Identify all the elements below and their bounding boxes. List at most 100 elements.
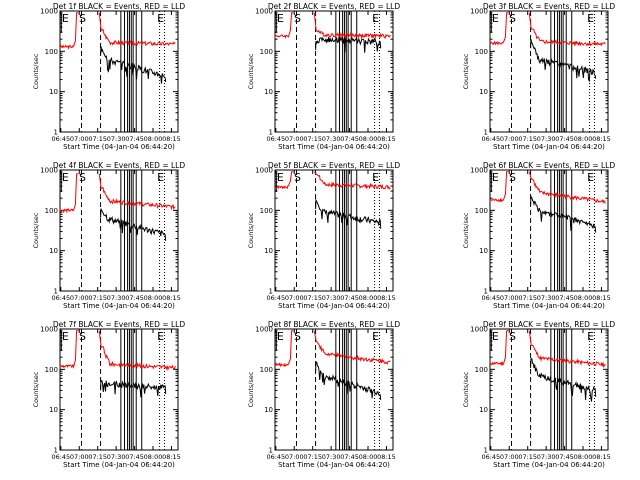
y-axis-label: Counts/sec (32, 53, 40, 89)
events-curve (530, 357, 597, 402)
marker-label-e: E (372, 12, 379, 25)
marker-label-s: S (509, 171, 516, 184)
marker-label-e: E (62, 171, 69, 184)
x-tick-label: 06:45 (481, 453, 500, 461)
panel-title: Det 7f BLACK = Events, RED = LLD (53, 320, 186, 329)
lld-curve-post (98, 330, 176, 371)
x-tick-label: 07:00 (70, 135, 89, 143)
marker-label-e: E (492, 171, 499, 184)
y-tick-label: 10 (264, 406, 273, 414)
x-tick-label: 08:15 (162, 453, 181, 461)
x-axis-label: Start Time (04-Jan-04 06:44:20) (278, 143, 390, 151)
x-tick-label: 08:00 (574, 453, 593, 461)
marker-label-e: E (277, 12, 284, 25)
marker-label-s: S (79, 330, 86, 343)
marker-label-s: S (79, 171, 86, 184)
y-tick-label: 10 (479, 247, 488, 255)
events-curve (530, 195, 597, 233)
x-tick-label: 07:30 (537, 453, 556, 461)
y-axis-label: Counts/sec (32, 212, 40, 248)
x-tick-label: 07:00 (500, 453, 519, 461)
x-tick-label: 08:15 (162, 135, 181, 143)
x-tick-label: 07:30 (537, 294, 556, 302)
y-tick-label: 1 (484, 288, 488, 296)
marker-label-e: E (62, 330, 69, 343)
y-axis-label: Counts/sec (462, 371, 470, 407)
x-tick-label: 08:15 (377, 135, 396, 143)
marker-label-e: E (587, 330, 594, 343)
y-tick-label: 10 (49, 247, 58, 255)
x-tick-label: 07:30 (107, 453, 126, 461)
x-tick-label: 08:00 (574, 294, 593, 302)
panel-det-8: Det 8f BLACK = Events, RED = LLD 1 10 100 10… (247, 320, 400, 469)
y-tick-label: 10 (264, 88, 273, 96)
plot-frame (489, 169, 609, 292)
panel-title: Det 6f BLACK = Events, RED = LLD (483, 161, 616, 170)
y-tick-label: 100 (45, 207, 58, 215)
x-tick-label: 07:15 (303, 453, 322, 461)
y-tick-label: 1 (54, 447, 58, 455)
x-tick-label: 08:15 (377, 294, 396, 302)
marker-label-e: E (157, 330, 164, 343)
x-tick-label: 07:30 (107, 135, 126, 143)
x-tick-label: 07:45 (125, 294, 144, 302)
panel-det-9: Det 9f BLACK = Events, RED = LLD 1 10 100 10… (462, 320, 615, 469)
lld-curve-post (98, 12, 176, 47)
panel-title: Det 8f BLACK = Events, RED = LLD (268, 320, 401, 329)
events-curve (100, 379, 167, 398)
lld-curve-pre (274, 171, 294, 190)
panel-det-6: Det 6f BLACK = Events, RED = LLD 1 10 100 10… (462, 161, 615, 310)
marker-label-e: E (277, 171, 284, 184)
x-tick-label: 07:15 (303, 294, 322, 302)
x-tick-label: 07:45 (125, 453, 144, 461)
x-tick-label: 08:00 (144, 135, 163, 143)
x-tick-label: 06:45 (266, 294, 285, 302)
lld-curve-pre (489, 12, 509, 46)
lld-curve-pre (274, 12, 294, 39)
y-tick-label: 100 (260, 207, 273, 215)
y-tick-label: 1000 (40, 167, 58, 175)
panel-title: Det 2f BLACK = Events, RED = LLD (268, 2, 401, 11)
lld-curve-pre (59, 12, 79, 50)
lld-curve-post (313, 171, 391, 190)
x-axis-label: Start Time (04-Jan-04 06:44:20) (278, 461, 390, 469)
x-tick-label: 07:30 (322, 135, 341, 143)
y-axis-label: Counts/sec (462, 212, 470, 248)
y-tick-label: 10 (264, 247, 273, 255)
x-tick-label: 06:45 (266, 453, 285, 461)
x-tick-label: 07:45 (340, 294, 359, 302)
panel-det-3: Det 3f BLACK = Events, RED = LLD 1 10 100 10… (462, 2, 615, 151)
plot-frame (274, 169, 394, 292)
x-tick-label: 07:30 (322, 453, 341, 461)
lld-curve-post (313, 330, 391, 365)
x-tick-label: 07:15 (518, 135, 537, 143)
lld-curve-pre (489, 330, 509, 367)
y-tick-label: 1 (484, 129, 488, 137)
x-tick-label: 08:00 (574, 135, 593, 143)
lld-curve-post (528, 330, 606, 369)
x-tick-label: 08:15 (592, 135, 611, 143)
panel-title: Det 4f BLACK = Events, RED = LLD (53, 161, 186, 170)
x-axis-label: Start Time (04-Jan-04 06:44:20) (278, 302, 390, 310)
x-axis-label: Start Time (04-Jan-04 06:44:20) (63, 143, 175, 151)
marker-label-s: S (294, 330, 301, 343)
y-tick-label: 1000 (470, 167, 488, 175)
y-tick-label: 1 (54, 129, 58, 137)
y-tick-label: 1 (269, 288, 273, 296)
lld-curve-post (313, 12, 391, 40)
marker-label-e: E (372, 330, 379, 343)
events-curve (315, 36, 382, 53)
marker-label-s: S (509, 330, 516, 343)
x-tick-label: 06:45 (51, 135, 70, 143)
panel-title: Det 3f BLACK = Events, RED = LLD (483, 2, 616, 11)
marker-label-e: E (587, 12, 594, 25)
x-tick-label: 07:15 (518, 453, 537, 461)
x-tick-label: 07:45 (125, 135, 144, 143)
y-axis-label: Counts/sec (247, 212, 255, 248)
x-tick-label: 07:00 (70, 453, 89, 461)
plot-frame (59, 169, 179, 292)
y-axis-label: Counts/sec (247, 53, 255, 89)
x-tick-label: 08:00 (144, 453, 163, 461)
y-tick-label: 100 (45, 366, 58, 374)
